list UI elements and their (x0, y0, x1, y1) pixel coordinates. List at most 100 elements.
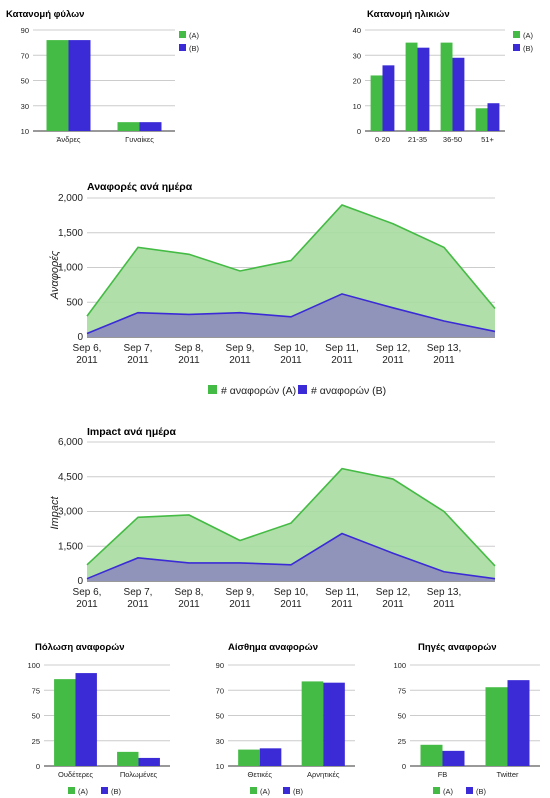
line-mentions-0 (86, 204, 496, 317)
x-tick-label: Sep 7, (124, 587, 153, 598)
area-impact-1 (87, 533, 495, 581)
y-tick-label: 6,000 (58, 437, 83, 448)
y-tick-label: 50 (21, 77, 29, 86)
y-tick-label: 50 (398, 712, 406, 721)
x-tick-label: Sep 6, (73, 343, 102, 354)
line-impact-0 (86, 467, 496, 567)
bar-sentiment-0-1 (259, 748, 282, 766)
y-tick-label: 100 (27, 661, 40, 670)
legend-label: # αναφορών (A) (221, 385, 296, 397)
legend-label: (B) (189, 44, 200, 53)
bar-age-3-1 (487, 103, 500, 131)
legend-label: (A) (189, 31, 200, 40)
x-tick-label: 21-35 (408, 135, 427, 144)
chart-title: Πηγές αναφορών (418, 642, 497, 653)
y-tick-label: 1,500 (58, 541, 83, 552)
chart-title: Κατανομή ηλικιών (367, 9, 450, 20)
bar-polarity-0-1 (75, 673, 97, 766)
bar-polarity-0-0 (54, 679, 76, 766)
bar-age-1-1 (417, 47, 430, 131)
x-tick-label: Sep 10, (274, 343, 308, 354)
bar-sources-0-1 (442, 750, 465, 766)
y-tick-label: 10 (21, 127, 29, 136)
y-tick-label: 100 (393, 661, 406, 670)
x-tick-label: 2011 (178, 355, 200, 366)
chart-title: Αίσθημα αναφορών (228, 642, 318, 653)
x-tick-label: Αρνητικές (307, 770, 340, 779)
bar-sentiment-0-0 (238, 749, 260, 766)
bar-age-0-1 (382, 65, 395, 131)
legend-swatch (283, 787, 290, 794)
x-tick-label: Sep 9, (226, 343, 255, 354)
y-tick-label: 75 (32, 686, 40, 695)
x-tick-label: 2011 (331, 355, 353, 366)
x-tick-label: Twitter (496, 770, 519, 779)
y-tick-label: 30 (21, 102, 29, 111)
bar-gender-0-0 (46, 40, 69, 131)
legend-label: (B) (523, 44, 534, 53)
legend-swatch (513, 31, 520, 38)
legend-swatch (208, 385, 217, 394)
chart-title: Impact ανά ημέρα (87, 426, 176, 438)
bar-age-1-0 (405, 42, 418, 131)
y-tick-label: 10 (216, 762, 224, 771)
legend-label: (A) (523, 31, 534, 40)
legend-label: (B) (476, 787, 487, 796)
y-tick-label: 20 (353, 77, 361, 86)
impact-chart: Impact ανά ημέρα Impact 6,000 4,500 3,000 1… (49, 426, 496, 610)
legend-label: (A) (260, 787, 271, 796)
y-tick-label: 75 (398, 686, 406, 695)
x-tick-label: 2011 (178, 599, 200, 610)
gender-chart: Κατανομή φύλων 90 70 50 30 10 Άνδρες Γυναίκες (… (6, 9, 200, 144)
x-tick-label: 2011 (280, 599, 302, 610)
x-tick-label: Sep 12, (376, 587, 410, 598)
x-tick-label: Sep 6, (73, 587, 102, 598)
y-tick-label: 30 (216, 737, 224, 746)
x-tick-label: 2011 (76, 355, 98, 366)
y-tick-label: 10 (353, 102, 361, 111)
y-tick-label: 90 (216, 661, 224, 670)
y-tick-label: 0 (402, 762, 406, 771)
x-tick-label: 36-50 (443, 135, 462, 144)
y-axis-label: Impact (49, 496, 61, 530)
x-tick-label: 2011 (382, 355, 404, 366)
y-tick-label: 1,500 (58, 228, 83, 239)
y-tick-label: 25 (398, 737, 406, 746)
y-tick-label: 90 (21, 26, 29, 35)
line-impact-1 (86, 532, 496, 580)
legend-label: (A) (78, 787, 89, 796)
bar-sources-0-0 (420, 744, 443, 766)
bar-gender-1-0 (117, 122, 140, 131)
x-tick-label: Πολωμένες (120, 770, 158, 779)
x-tick-label: 2011 (76, 599, 98, 610)
x-tick-label: Sep 10, (274, 587, 308, 598)
bar-polarity-1-1 (138, 757, 160, 766)
x-tick-label: 2011 (433, 599, 455, 610)
mentions-chart: Αναφορές ανά ημέρα Αναφορές 2,000 1,500 1,… (49, 181, 496, 397)
x-tick-label: 2011 (280, 355, 302, 366)
x-tick-label: 2011 (127, 599, 149, 610)
legend-swatch (179, 44, 186, 51)
x-tick-label: 0-20 (375, 135, 390, 144)
x-tick-label: Γυναίκες (125, 135, 154, 144)
bar-polarity-1-0 (117, 751, 139, 766)
age-chart: Κατανομή ηλικιών 40 30 20 10 0 0-20 21-35 36-50… (353, 9, 534, 144)
bar-gender-1-1 (139, 122, 162, 131)
y-tick-label: 500 (66, 297, 83, 308)
x-tick-label: Sep 13, (427, 343, 461, 354)
bar-sources-1-1 (507, 680, 530, 766)
legend-swatch (101, 787, 108, 794)
legend-label: (B) (293, 787, 304, 796)
y-tick-label: 0 (77, 332, 83, 343)
chart-title: Πόλωση αναφορών (35, 642, 125, 653)
x-tick-label: Sep 7, (124, 343, 153, 354)
legend-swatch (68, 787, 75, 794)
bar-sentiment-1-0 (301, 681, 324, 766)
legend-swatch (433, 787, 440, 794)
x-tick-label: Sep 12, (376, 343, 410, 354)
y-tick-label: 40 (353, 26, 361, 35)
x-tick-label: Sep 11, (325, 587, 359, 598)
legend-swatch (179, 31, 186, 38)
y-tick-label: 3,000 (58, 507, 83, 518)
x-tick-label: Sep 13, (427, 587, 461, 598)
